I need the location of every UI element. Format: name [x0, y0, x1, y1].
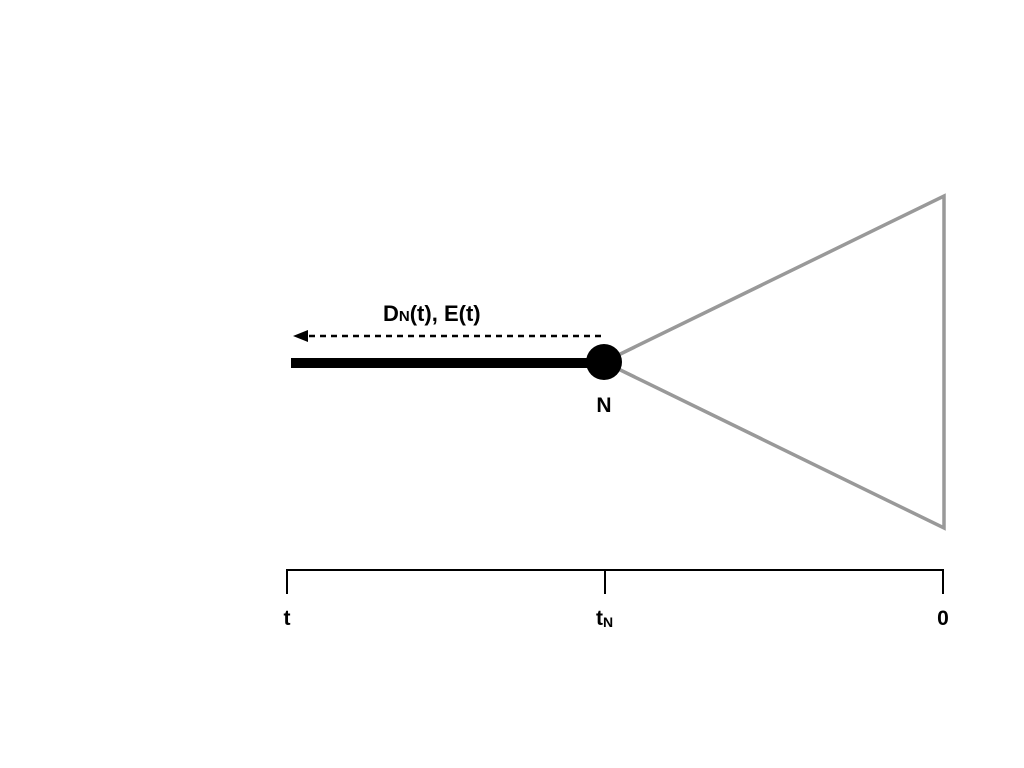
axis-label-zero: 0	[937, 607, 949, 630]
arrowhead-left-icon	[293, 330, 308, 342]
axis-label-tn-main: t	[596, 607, 603, 630]
axis-label-tn-subscript: N	[603, 614, 613, 630]
axis-label-tn: tN	[596, 607, 613, 630]
flow-label-d: D	[383, 301, 399, 326]
axis-label-t: t	[284, 607, 291, 630]
flow-label-rest: (t), E(t)	[410, 301, 481, 326]
node-label: N	[596, 394, 611, 417]
subtree-triangle	[603, 193, 946, 531]
flow-label-subscript: N	[399, 308, 410, 325]
node-n	[586, 344, 622, 380]
flow-label: DN(t), E(t)	[383, 301, 481, 326]
